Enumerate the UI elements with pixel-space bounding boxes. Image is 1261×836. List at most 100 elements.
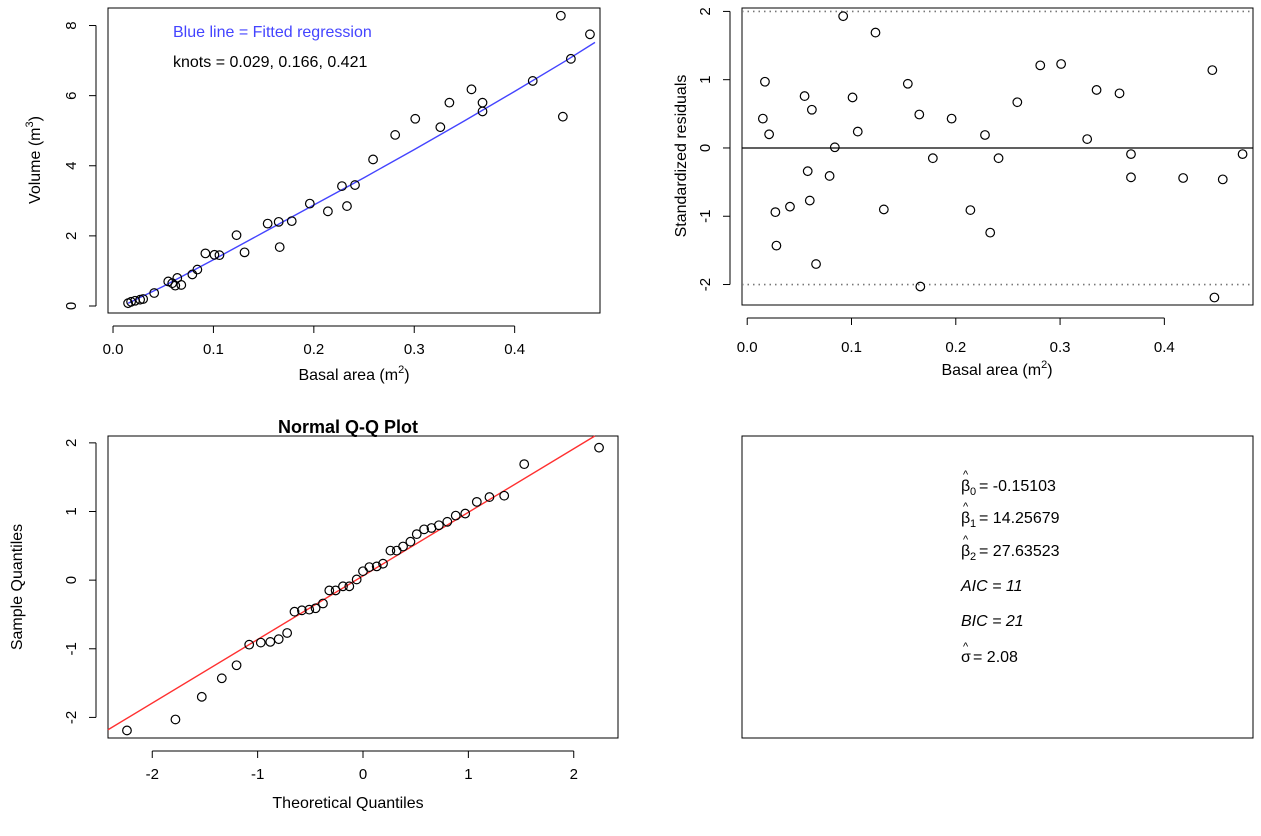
data-point xyxy=(1126,149,1136,160)
data-point xyxy=(244,639,255,650)
data-point xyxy=(385,545,396,556)
beta1-symbol: β xyxy=(961,510,970,527)
chart-title: Normal Q-Q Plot xyxy=(278,417,418,437)
aic-value: AIC = 11 xyxy=(960,578,1023,595)
hat-accent: ^ xyxy=(963,501,969,513)
data-point xyxy=(364,562,375,572)
x-tick-label: -2 xyxy=(146,766,159,783)
data-point xyxy=(852,126,863,137)
data-point xyxy=(1012,97,1023,108)
data-point xyxy=(324,585,335,596)
data-point xyxy=(419,524,430,535)
data-point xyxy=(344,581,355,592)
data-point xyxy=(760,76,770,87)
data-point xyxy=(484,492,495,502)
data-point xyxy=(350,180,360,190)
data-point xyxy=(902,78,913,89)
data-point xyxy=(1178,173,1189,183)
x-axis: 0.0 0.1 0.2 0.3 0.4 xyxy=(737,317,1175,356)
stats-frame xyxy=(741,435,1254,739)
data-point xyxy=(304,198,315,209)
sigma-value: = 2.08 xyxy=(973,649,1018,666)
data-point xyxy=(405,536,416,547)
data-point xyxy=(477,106,488,117)
data-point xyxy=(216,673,227,684)
data-point xyxy=(149,288,160,298)
data-point xyxy=(200,248,211,259)
y-tick-label: 2 xyxy=(697,7,714,15)
y-tick-label: -1 xyxy=(63,642,80,655)
data-point xyxy=(167,278,178,289)
data-point xyxy=(231,230,242,241)
data-point xyxy=(1217,174,1228,185)
data-point xyxy=(770,207,781,218)
beta2-row: β ^ 2 = 27.63523 xyxy=(961,534,1060,563)
data-point xyxy=(477,97,488,108)
data-point xyxy=(231,660,242,671)
data-point xyxy=(1082,134,1093,144)
hat-accent: ^ xyxy=(963,469,969,481)
x-tick-label: 0.4 xyxy=(504,341,525,358)
x-tick-label: 0.0 xyxy=(737,339,758,356)
data-point xyxy=(368,154,378,165)
data-point xyxy=(310,603,321,614)
y-tick-label: 0 xyxy=(63,302,80,310)
data-point xyxy=(390,130,401,140)
x-axis: -2 -1 0 1 2 xyxy=(146,750,578,783)
beta0-symbol: β xyxy=(961,478,970,495)
fitted-regression-panel: 0.0 0.1 0.2 0.3 0.4 0 2 4 6 8 Basal area (m2) Vo… xyxy=(24,7,601,384)
data-point xyxy=(946,113,957,124)
data-point xyxy=(444,97,455,108)
data-point xyxy=(304,604,315,615)
beta1-subscript: 1 xyxy=(970,518,976,530)
y-tick-label: -2 xyxy=(697,278,714,291)
data-point xyxy=(927,153,938,164)
data-point xyxy=(273,216,284,227)
data-point xyxy=(1035,60,1046,71)
data-point xyxy=(555,10,566,21)
data-point xyxy=(757,113,768,124)
data-point xyxy=(187,269,198,280)
data-point xyxy=(1237,149,1248,160)
data-point xyxy=(764,129,775,140)
data-point xyxy=(870,27,881,38)
data-point xyxy=(804,195,815,206)
data-point xyxy=(847,92,858,103)
data-point xyxy=(318,598,328,609)
beta2-subscript: 2 xyxy=(970,551,976,563)
plot-area xyxy=(757,11,1248,303)
y-axis-label: Sample Quantiles xyxy=(9,524,26,650)
data-point xyxy=(1091,85,1102,95)
data-point xyxy=(993,153,1004,164)
data-point xyxy=(965,205,976,215)
data-point xyxy=(806,104,817,115)
data-point xyxy=(378,558,388,569)
data-point xyxy=(1207,65,1218,76)
y-tick-label: 2 xyxy=(63,232,80,240)
data-point xyxy=(296,605,307,616)
data-point xyxy=(138,294,149,304)
fitted-regression-line xyxy=(127,41,596,304)
data-point xyxy=(466,84,477,95)
hat-accent: ^ xyxy=(963,641,969,653)
data-point xyxy=(1126,172,1136,183)
data-point xyxy=(771,240,782,251)
sigma-row: σ ^ = 2.08 xyxy=(961,641,1018,666)
data-point xyxy=(126,296,136,307)
plot-frame xyxy=(107,7,601,314)
data-point xyxy=(799,91,810,101)
y-tick-label: -1 xyxy=(697,210,714,223)
data-point xyxy=(594,442,604,453)
x-tick-label: 0.3 xyxy=(1050,339,1071,356)
x-tick-label: 0.1 xyxy=(841,339,862,356)
y-axis-label: Volume (m3) xyxy=(24,116,44,204)
data-point xyxy=(338,581,348,592)
data-point xyxy=(450,510,461,521)
data-point xyxy=(322,206,333,217)
data-point xyxy=(398,541,408,552)
x-tick-label: 1 xyxy=(464,766,472,783)
data-point xyxy=(499,490,510,501)
data-point xyxy=(274,242,285,252)
x-tick-label: 0.1 xyxy=(203,341,224,358)
